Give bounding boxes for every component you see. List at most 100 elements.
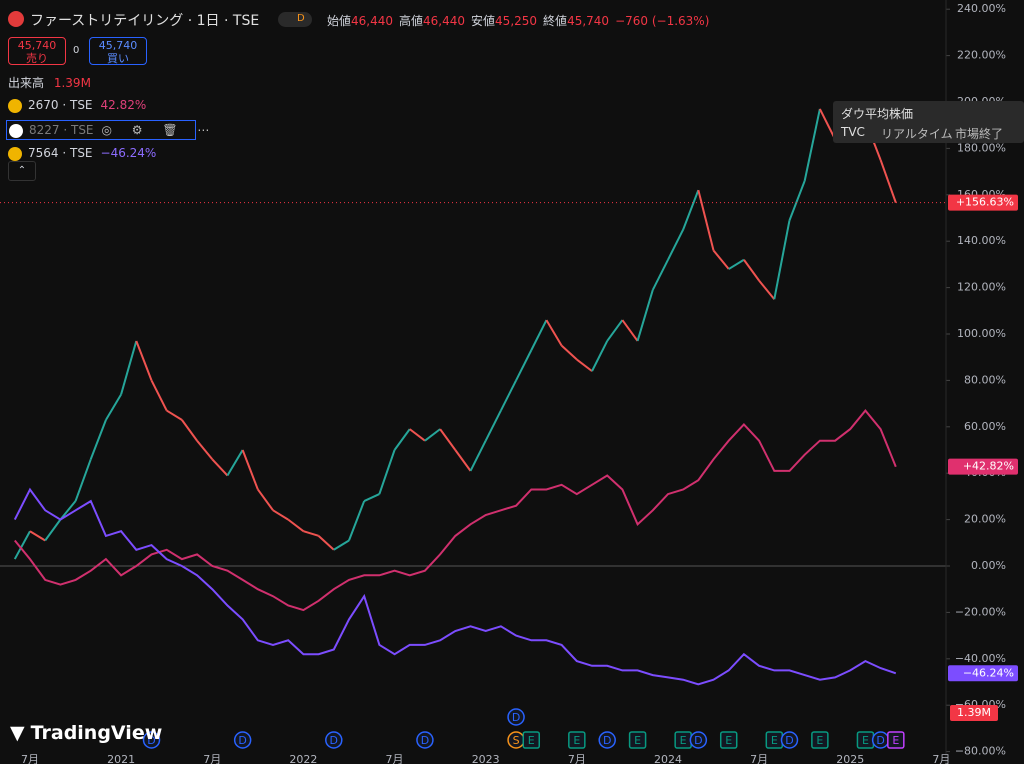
ohlc-label: 終値 bbox=[543, 14, 568, 28]
sell-button[interactable]: 45,740 売り bbox=[8, 37, 66, 65]
price-segment bbox=[181, 419, 198, 442]
x-tick-label: 2022 bbox=[289, 753, 317, 764]
buy-button[interactable]: 45,740 買い bbox=[89, 37, 147, 65]
price-segment bbox=[576, 358, 593, 372]
symbol-title[interactable]: ファーストリテイリング · 1日 · TSE bbox=[30, 13, 260, 29]
legend-ticker: 8227 · TSE bbox=[29, 123, 94, 137]
event-label: E bbox=[680, 734, 687, 747]
y-tick-label: 0.00% bbox=[971, 559, 1006, 572]
legend-change: 42.82% bbox=[100, 98, 147, 112]
y-tick-label: 100.00% bbox=[957, 327, 1006, 340]
event-label: E bbox=[528, 734, 535, 747]
y-tick-label: 220.00% bbox=[957, 49, 1006, 62]
x-tick-label: 7月 bbox=[932, 753, 950, 764]
event-label: E bbox=[725, 734, 732, 747]
event-marker bbox=[325, 731, 343, 749]
event-label: D bbox=[785, 734, 793, 747]
price-segment bbox=[469, 440, 487, 472]
price-segment bbox=[120, 340, 138, 395]
event-marker bbox=[628, 731, 647, 749]
legend-item[interactable]: 8227 · TSE ◎ ⚙ 🗑 ⋯ bbox=[6, 120, 209, 140]
x-tick-label: 2025 bbox=[836, 753, 864, 764]
price-segment bbox=[682, 189, 700, 230]
y-tick-label: −20.00% bbox=[955, 605, 1006, 618]
price-segment bbox=[636, 289, 654, 342]
price-segment bbox=[530, 319, 548, 351]
event-label: D bbox=[147, 734, 155, 747]
event-marker bbox=[811, 731, 829, 749]
price-segment bbox=[241, 449, 259, 490]
event-label: D bbox=[694, 734, 702, 747]
price-segment bbox=[712, 249, 730, 270]
price-segment bbox=[166, 409, 183, 421]
price-segment bbox=[44, 519, 62, 542]
tooltip-source: TVC bbox=[841, 125, 865, 139]
badge-bg: D bbox=[278, 12, 312, 27]
event-label: S bbox=[513, 734, 520, 747]
price-segment bbox=[287, 518, 305, 533]
price-segment bbox=[667, 229, 685, 261]
legend-icon bbox=[8, 146, 22, 161]
legend-item[interactable]: 2670 · TSE 42.82% bbox=[8, 96, 146, 114]
ohlc-label: 高値 bbox=[399, 14, 424, 28]
event-label: D bbox=[876, 734, 884, 747]
event-marker bbox=[689, 731, 708, 749]
y-tick-label: 120.00% bbox=[957, 281, 1006, 294]
price-segment bbox=[788, 180, 806, 221]
price-segment bbox=[363, 493, 380, 502]
price-segment bbox=[606, 319, 624, 342]
price-segment bbox=[515, 349, 533, 381]
price-segment bbox=[303, 530, 319, 537]
price-segment bbox=[257, 488, 274, 511]
change: −760 (−1.63%) bbox=[615, 14, 710, 28]
collapse-button[interactable]: ⌃ bbox=[8, 161, 36, 181]
tooltip-status: 市場終了 bbox=[955, 127, 1004, 141]
ohlc-value: 45,250 bbox=[495, 14, 538, 28]
price-segment bbox=[803, 108, 821, 182]
price-segment bbox=[439, 428, 457, 451]
price-segment bbox=[211, 458, 229, 477]
event-marker bbox=[598, 731, 616, 749]
buy-label: 買い bbox=[107, 52, 129, 65]
spread: 0 bbox=[73, 45, 80, 56]
event-label: E bbox=[862, 734, 869, 747]
price-segment bbox=[105, 393, 122, 421]
ohlc-value: 46,440 bbox=[351, 14, 394, 28]
price-segment bbox=[333, 539, 350, 551]
ohlc: 始値46,440 高値46,440 安値45,250 終値45,740 −760 (−1… bbox=[327, 12, 709, 29]
tooltip-title: ダウ平均株価 bbox=[841, 107, 914, 121]
price-segment bbox=[743, 259, 760, 282]
y-tick-label: 20.00% bbox=[964, 513, 1006, 526]
y-tick-label: 180.00% bbox=[957, 141, 1006, 154]
legend-item[interactable]: 7564 · TSE −46.24% bbox=[8, 144, 156, 162]
price-segment bbox=[135, 340, 153, 381]
event-marker bbox=[507, 708, 525, 726]
x-tick-label: 2023 bbox=[472, 753, 500, 764]
last-value-box bbox=[948, 665, 1018, 682]
price-segment bbox=[651, 259, 669, 291]
event-marker bbox=[887, 731, 905, 749]
buy-price: 45,740 bbox=[98, 39, 138, 52]
legend-ticker: 7564 · TSE bbox=[28, 146, 93, 160]
price-segment bbox=[348, 500, 366, 541]
x-tick-label: 7月 bbox=[568, 753, 586, 764]
event-marker bbox=[522, 731, 541, 749]
price-segment bbox=[697, 189, 715, 251]
event-marker bbox=[142, 731, 161, 749]
sell-label: 売り bbox=[26, 52, 48, 65]
legend-ticker: 2670 · TSE bbox=[28, 98, 93, 112]
event-marker bbox=[233, 731, 252, 749]
ohlc-label: 始値 bbox=[327, 14, 352, 28]
event-marker bbox=[719, 731, 738, 749]
y-tick-label: 140.00% bbox=[957, 234, 1006, 247]
price-segment bbox=[879, 159, 897, 203]
y-tick-label: 240.00% bbox=[957, 2, 1006, 15]
price-segment bbox=[393, 428, 411, 451]
last-value-label: +156.63% bbox=[956, 196, 1014, 209]
x-tick-label: 7月 bbox=[386, 753, 404, 764]
event-marker bbox=[416, 731, 434, 749]
y-tick-label: −40.00% bbox=[955, 652, 1006, 665]
symbol-logo bbox=[8, 11, 24, 27]
